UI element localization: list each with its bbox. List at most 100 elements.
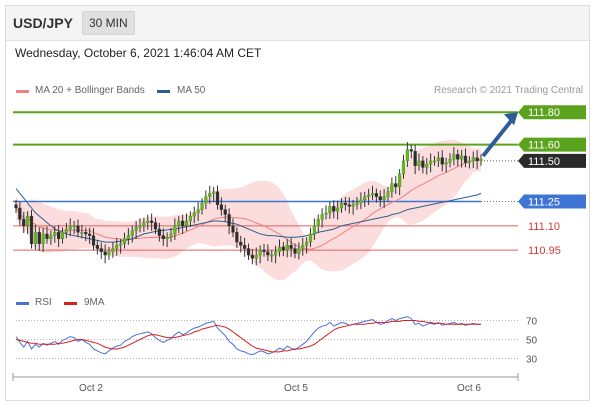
candle-body [161,235,165,240]
candle-body [99,248,103,252]
candle-body [235,232,239,243]
candle-body [188,215,192,222]
candle-body [95,245,99,249]
rsi-tick-label: 70 [526,317,538,328]
price-chart: 111.80 111.60 111.50 111.25 111.10 110.95 70 50… [12,105,586,394]
candle-body [413,150,417,166]
candle-body [57,232,61,240]
candle-body [429,160,433,165]
candle-body [293,248,297,254]
candle-body [274,251,278,256]
candle-body [460,155,464,160]
ma20-legend: MA 20 + Bollinger Bands [35,85,145,96]
candle-body [18,207,22,220]
candle-body [142,222,146,227]
candle-body [308,233,313,243]
candle-body [463,155,468,163]
candle-body [196,209,200,214]
candle-body [134,227,138,231]
x-tick-label: Oct 6 [457,383,481,394]
candle-body [394,183,398,188]
candle-body [301,245,305,249]
candle-body [64,228,68,233]
candle-body [177,220,181,227]
candle-body [277,246,282,252]
candle-body [49,235,53,240]
candle-body [239,241,243,246]
rsi-ma-line [15,320,481,353]
candle-body [37,232,41,244]
candle-body [347,204,351,207]
candle-body [262,249,266,252]
forecast-arrow [481,115,516,158]
candle-body [405,149,409,162]
candle-body [146,220,150,223]
candle-body [332,206,336,212]
pivot-label: 111.25 [528,196,560,208]
candle-body [374,193,378,197]
ma50-legend: MA 50 [177,85,206,96]
candle-body [130,230,134,236]
candle-body [26,215,30,227]
candle-body [398,173,402,188]
interval-badge[interactable]: 30 MIN [82,11,135,35]
rsi-tick-label: 30 [526,355,538,366]
candle-body [181,220,185,227]
candle-body [343,202,347,205]
candle-body [33,232,37,244]
ma50-swatch [157,90,170,93]
candle-body [320,214,324,220]
rsi-legend: RSI [35,297,52,308]
candle-body [115,245,119,249]
candle-body [417,160,421,166]
candle-body [312,225,316,235]
level-111-25: 111.25 [13,194,586,209]
chart-datetime: Wednesday, October 6, 2021 1:46:04 AM CE… [15,46,262,60]
x-tick-label: Oct 2 [79,383,103,394]
x-tick-label: Oct 5 [284,383,308,394]
ma20-swatch [16,90,29,93]
candle-body [111,248,115,252]
candle-body [227,214,231,227]
chart-widget: USD/JPY 30 MIN Wednesday, October 6, 202… [5,5,590,401]
resistance-tag [518,137,586,152]
candle-body [378,196,382,201]
support-label: 111.10 [528,221,560,233]
candle-body [22,219,26,227]
candle-body [409,149,413,152]
resistance-label: 111.60 [528,140,560,152]
support-label: 110.95 [528,245,561,257]
candle-body [444,162,448,165]
candle-body [270,254,274,257]
candle-body [119,243,123,246]
candle-body [421,160,425,168]
candle-body [467,160,471,163]
candle-body [390,183,394,192]
candle-body [173,225,177,235]
candle-body [200,202,204,210]
candle-body [91,235,96,246]
candle-body [475,157,479,162]
candle-body [339,202,344,209]
candle-body [285,245,289,251]
candle-body [305,241,309,246]
candle-body [359,199,363,204]
candle-body [401,160,406,175]
candle-body [254,254,258,259]
candle-body [370,193,375,196]
candle-body [432,160,437,163]
candle-body [41,233,45,244]
candle-body [382,196,386,201]
candle-body [452,154,456,160]
bollinger-band [16,139,481,281]
candle-body [297,248,301,254]
level-111-50: 111.50 [481,153,586,168]
candle-body [68,225,72,230]
candle-body [72,225,76,228]
candle-body [53,232,57,236]
rsi-tick-label: 50 [526,336,538,347]
last-price-label: 111.50 [528,156,560,168]
candle-body [250,254,254,259]
candle-body [150,220,154,223]
level-111-80: 111.80 [13,105,586,120]
